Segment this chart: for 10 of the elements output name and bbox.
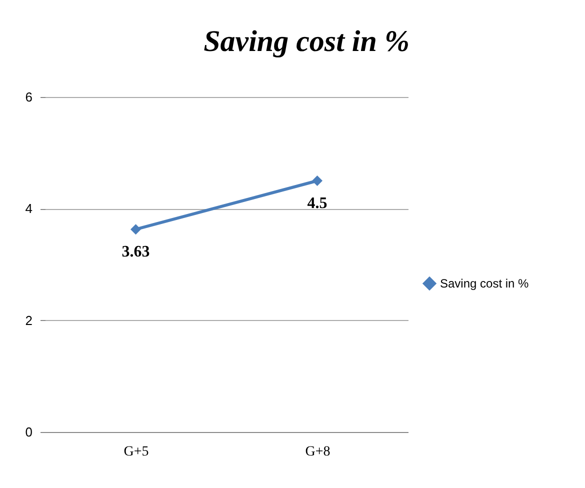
legend-label: Saving cost in % — [440, 276, 530, 290]
chart-title: Saving cost in % — [204, 25, 410, 58]
data-label: 3.63 — [122, 243, 150, 260]
y-tick-label: 4 — [25, 201, 32, 216]
y-tick-label: 0 — [25, 424, 32, 440]
x-tick-label: G+5 — [124, 444, 149, 460]
x-tick-label: G+8 — [305, 444, 330, 460]
y-tick-label: 6 — [25, 90, 32, 104]
data-label: 4.5 — [307, 194, 328, 212]
y-tick-label: 2 — [25, 312, 32, 328]
